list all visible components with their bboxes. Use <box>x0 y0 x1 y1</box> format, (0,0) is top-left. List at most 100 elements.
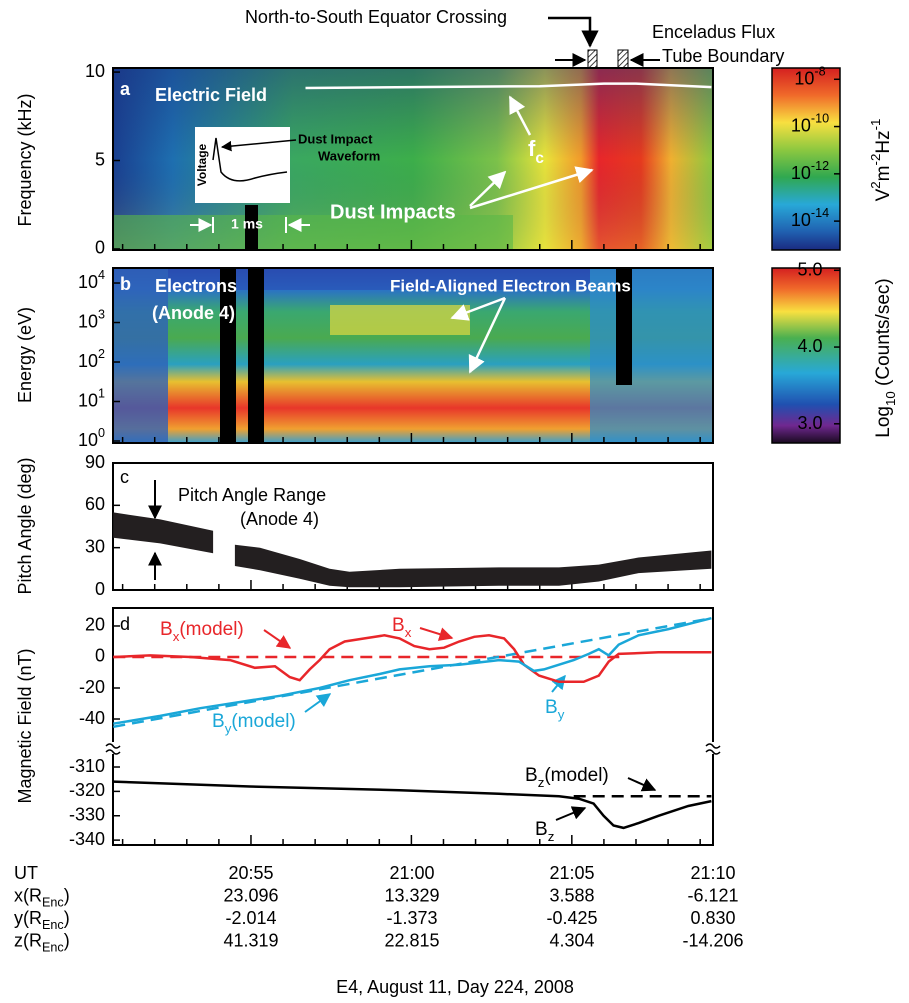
panel-frame <box>112 67 714 251</box>
text-part: Hz <box>873 130 894 153</box>
tick-text: 10 <box>78 272 98 292</box>
panel-label: b <box>120 274 131 294</box>
spectrogram-beams <box>330 305 470 335</box>
tick-label: -310 <box>69 756 105 776</box>
flux-tube-label: Enceladus Flux <box>652 22 775 42</box>
tick-label: 5 <box>95 149 105 169</box>
spectrogram-region <box>168 268 590 290</box>
text-part: (model) <box>544 765 608 786</box>
panel-title: Electric Field <box>155 85 267 105</box>
panel-label: a <box>120 79 131 99</box>
series-label: Bz(model) <box>525 765 609 790</box>
text-part: ) <box>64 930 70 950</box>
data-gap <box>220 268 236 443</box>
tick-label: 3.0 <box>797 413 822 433</box>
axis-break <box>105 742 121 754</box>
text-part: z(R <box>14 930 42 950</box>
tick-label: 101 <box>78 387 105 410</box>
label-arrow <box>419 627 454 641</box>
inset <box>195 127 290 203</box>
text-part: f <box>528 136 536 161</box>
table-cell: 22.815 <box>384 930 439 950</box>
row-label: z(REnc) <box>14 930 70 955</box>
tick-label: 20 <box>85 615 105 635</box>
table-cell: -6.121 <box>687 885 738 905</box>
text-part: 2 <box>868 181 883 188</box>
inset-waveform <box>212 137 288 182</box>
fc-arrow <box>508 95 532 136</box>
label-arrow <box>555 806 587 821</box>
tick-label: -330 <box>69 805 105 825</box>
tick-exponent: 0 <box>98 426 105 440</box>
range-label: (Anode 4) <box>240 509 319 529</box>
tick-label: 104 <box>78 268 105 291</box>
colorbar-label: V2m-2Hz-1 <box>868 119 894 202</box>
tick-exponent: -14 <box>811 206 829 220</box>
text-part: Enc <box>42 918 64 932</box>
inset-label: Dust Impact <box>298 131 373 146</box>
spectrogram-region <box>590 268 713 443</box>
table-cell: -1.373 <box>386 908 437 928</box>
tick-label: 10-12 <box>791 159 829 182</box>
table-cell: 13.329 <box>384 885 439 905</box>
text-part: (model) <box>179 619 243 640</box>
inset-scale: 1 ms <box>231 216 263 232</box>
inset-label: Waveform <box>318 148 380 163</box>
data-gap <box>248 268 264 443</box>
pitch-band <box>113 512 214 554</box>
y-axis-label: Frequency (kHz) <box>15 93 35 226</box>
series-label: Bx(model) <box>160 619 244 644</box>
y-axis-label: Pitch Angle (deg) <box>15 457 35 594</box>
tick-text: 10 <box>78 430 98 450</box>
tick-label: 5.0 <box>797 259 822 279</box>
text-part: Enc <box>42 896 64 910</box>
table-cell: 3.588 <box>549 885 594 905</box>
beams-label: Field-Aligned Electron Beams <box>390 276 631 295</box>
tick-exponent: 3 <box>98 308 105 322</box>
tick-text: 10 <box>78 351 98 371</box>
range-label: Pitch Angle Range <box>178 485 326 505</box>
row-label: y(REnc) <box>14 908 70 933</box>
text-part: (Counts/sec) <box>873 278 894 391</box>
y-axis-label: Energy (eV) <box>15 307 35 403</box>
text-part: B <box>212 711 225 732</box>
tick-exponent: -12 <box>811 159 829 173</box>
text-part: -2 <box>868 154 883 166</box>
tick-label: 10-14 <box>791 206 829 229</box>
table-cell: 20:55 <box>228 863 273 883</box>
series-label: Bx <box>392 615 412 640</box>
series-line <box>305 82 712 90</box>
tick-label: 100 <box>78 426 105 449</box>
tick-label: 0 <box>95 238 105 258</box>
label-arrow <box>627 777 657 792</box>
text-part: B <box>535 819 548 840</box>
series-label: By <box>545 697 565 722</box>
tick-label: 10-10 <box>791 112 829 135</box>
table-cell: 21:05 <box>549 863 594 883</box>
spectrogram-region <box>113 268 168 443</box>
tick-text: 10 <box>791 163 811 183</box>
tick-text: 4.0 <box>797 336 822 356</box>
colorbar <box>771 67 841 251</box>
text-part: x <box>405 625 412 640</box>
text-part: z <box>538 775 545 790</box>
table-cell: 41.319 <box>223 930 278 950</box>
tick-text: 10 <box>78 311 98 331</box>
tick-label: -320 <box>69 780 105 800</box>
tick-exponent: 4 <box>98 268 105 282</box>
tick-label: 60 <box>85 494 105 514</box>
text-part: ) <box>64 885 70 905</box>
text-part: B <box>525 765 538 786</box>
tick-label: 4.0 <box>797 336 822 356</box>
tick-label: 10-8 <box>794 65 825 88</box>
table-cell: -0.425 <box>546 908 597 928</box>
text-part: 10 <box>883 391 898 406</box>
table-cell: -2.014 <box>225 908 276 928</box>
tick-text: 10 <box>791 115 811 135</box>
series-line <box>113 616 712 729</box>
pitch-band <box>234 544 712 588</box>
table-cell: 0.830 <box>690 908 735 928</box>
series-line <box>113 634 712 684</box>
crossing-label: North-to-South Equator Crossing <box>245 7 507 27</box>
